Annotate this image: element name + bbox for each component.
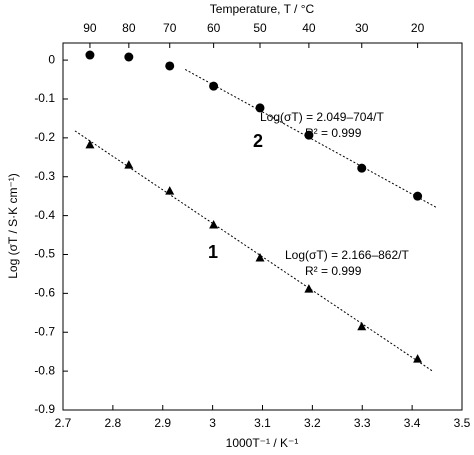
triangle-marker: [304, 284, 314, 293]
y-tick-label: -0.9: [34, 402, 55, 416]
x-tick-label: 3.1: [254, 416, 271, 430]
circle-marker: [413, 191, 423, 201]
x2-axis-label: Temperature, T / °C: [210, 2, 315, 16]
triangle-marker: [413, 354, 423, 363]
y-tick-label: -0.1: [34, 91, 55, 105]
circle-marker: [255, 103, 265, 113]
y-tick-label: -0.8: [34, 363, 55, 377]
x-tick-label: 3.3: [354, 416, 371, 430]
fit-equation: Log(σT) = 2.049–704/T: [260, 110, 384, 124]
triangle-marker: [209, 219, 219, 229]
x-axis-label: 1000T⁻¹ / K⁻¹: [226, 436, 299, 450]
y-tick-label: 0: [48, 52, 55, 66]
series-label: 1: [208, 242, 218, 262]
x-tick-label: 3: [209, 416, 216, 430]
plot-frame: [62, 42, 463, 411]
fit-r2: R² = 0.999: [305, 264, 362, 278]
x2-tick-label: 20: [411, 21, 425, 35]
x-tick-label: 2.7: [55, 416, 72, 430]
x-tick-label: 3.5: [454, 416, 471, 430]
x-tick-label: 2.8: [105, 416, 122, 430]
triangle-marker: [255, 252, 265, 262]
circle-marker: [304, 130, 314, 140]
y-tick-label: -0.3: [34, 169, 55, 183]
circle-marker: [209, 81, 219, 91]
circle-marker: [357, 163, 367, 173]
y-tick-label: -0.7: [34, 324, 55, 338]
triangle-marker: [357, 321, 367, 331]
x2-tick-label: 70: [163, 21, 177, 35]
fit-r2: R² = 0.999: [305, 126, 362, 140]
y-tick-label: -0.6: [34, 286, 55, 300]
x2-tick-label: 40: [302, 21, 316, 35]
x-tick-label: 2.9: [154, 416, 171, 430]
y-tick-label: -0.5: [34, 247, 55, 261]
series-label: 2: [253, 131, 263, 151]
triangle-marker: [124, 160, 134, 169]
x2-tick-label: 60: [207, 21, 221, 35]
y-tick-label: -0.2: [34, 130, 55, 144]
triangle-marker: [165, 186, 175, 195]
circle-marker: [165, 61, 175, 71]
x2-tick-label: 50: [253, 21, 267, 35]
triangle-marker: [85, 139, 95, 149]
x2-tick-label: 30: [355, 21, 369, 35]
y-axis-label: Log (σT / S·K cm⁻¹): [6, 173, 20, 279]
x2-tick-label: 90: [83, 21, 97, 35]
x2-tick-label: 80: [122, 21, 136, 35]
circle-marker: [85, 50, 95, 60]
x-tick-label: 3.2: [304, 416, 321, 430]
x-tick-label: 3.4: [404, 416, 421, 430]
fit-equation: Log(σT) = 2.166–862/T: [285, 248, 409, 262]
circle-marker: [124, 52, 134, 62]
y-tick-label: -0.4: [34, 208, 55, 222]
